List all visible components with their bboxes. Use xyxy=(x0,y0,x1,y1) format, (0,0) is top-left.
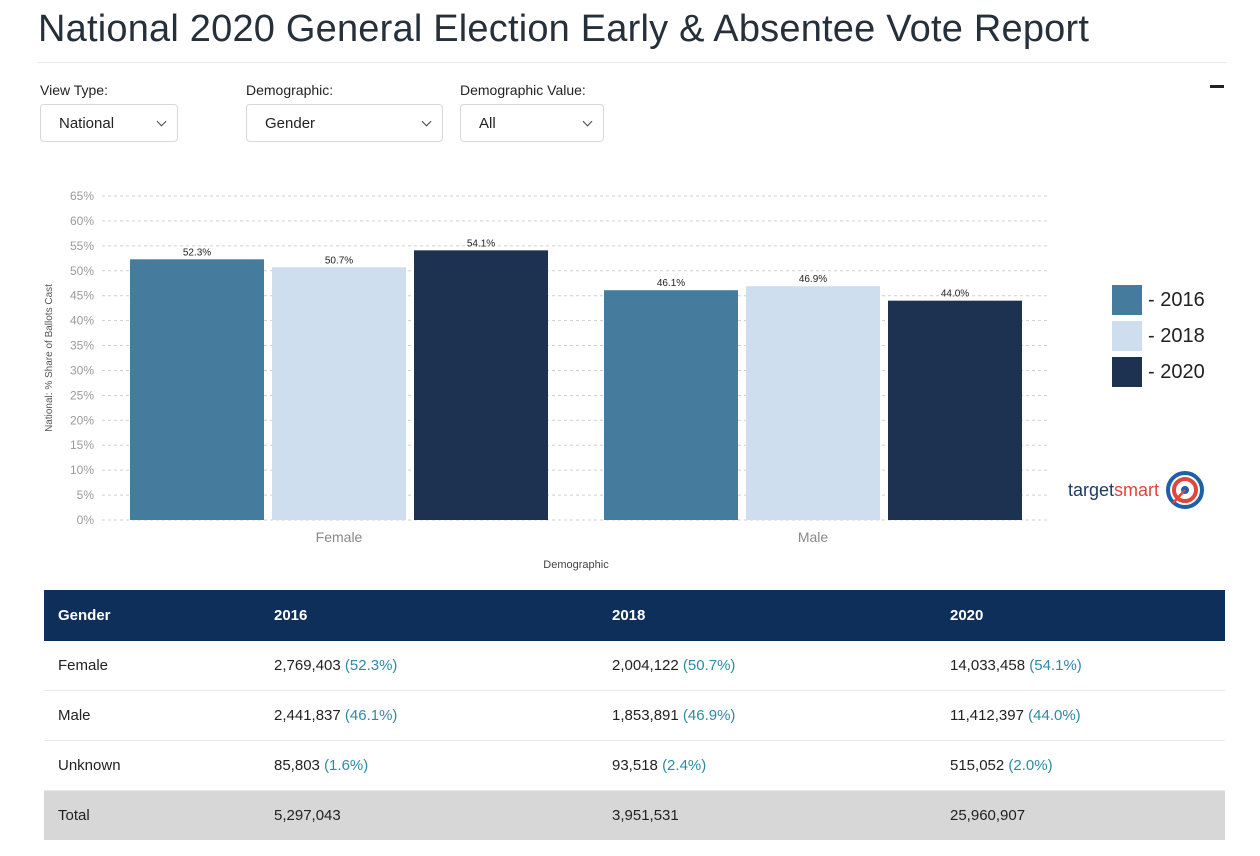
column-header[interactable]: Gender xyxy=(44,590,260,641)
table-cell: 85,803 (1.6%) xyxy=(260,741,598,791)
results-table: Gender 2016 2018 2020 Female 2,769,403 (… xyxy=(44,590,1225,840)
legend-swatch xyxy=(1112,285,1142,315)
demographic-label: Demographic: xyxy=(246,82,333,98)
demographic-value-select[interactable]: All xyxy=(460,104,604,142)
logo-text: targetsmart xyxy=(1068,480,1159,501)
y-tick-label: 25% xyxy=(70,388,94,402)
legend-label: - 2018 xyxy=(1148,325,1205,348)
table-row: Male 2,441,837 (46.1%) 1,853,891 (46.9%)… xyxy=(44,691,1225,741)
y-tick-label: 55% xyxy=(70,239,94,253)
legend-label: - 2016 xyxy=(1148,289,1205,312)
y-tick-label: 35% xyxy=(70,339,94,353)
table-row: Female 2,769,403 (52.3%) 2,004,122 (50.7… xyxy=(44,641,1225,691)
x-axis-title: Demographic xyxy=(543,559,609,571)
x-tick-label: Female xyxy=(316,529,363,545)
y-tick-label: 15% xyxy=(70,438,94,452)
x-tick-label: Male xyxy=(798,529,829,545)
y-tick-label: 10% xyxy=(70,463,94,477)
demographic-select[interactable]: Gender xyxy=(246,104,443,142)
demographic-value: Gender xyxy=(265,115,315,132)
bar-2020-female xyxy=(414,250,548,520)
y-tick-label: 30% xyxy=(70,363,94,377)
legend-item-2018[interactable]: - 2018 xyxy=(1112,318,1205,354)
row-label: Total xyxy=(44,791,260,841)
legend-label: - 2020 xyxy=(1148,361,1205,384)
targetsmart-logo: targetsmart xyxy=(1068,470,1205,510)
table-cell: 1,853,891 (46.9%) xyxy=(598,691,936,741)
bar-2016-male xyxy=(604,290,738,520)
table-cell: 14,033,458 (54.1%) xyxy=(936,641,1225,691)
view-type-select[interactable]: National xyxy=(40,104,178,142)
column-header[interactable]: 2016 xyxy=(260,590,598,641)
title-divider xyxy=(38,62,1226,63)
data-label: 54.1% xyxy=(467,238,495,249)
y-tick-label: 45% xyxy=(70,289,94,303)
table-cell: 2,769,403 (52.3%) xyxy=(260,641,598,691)
data-label: 46.1% xyxy=(657,278,685,289)
table-cell: 11,412,397 (44.0%) xyxy=(936,691,1225,741)
table-header-row: Gender 2016 2018 2020 xyxy=(44,590,1225,641)
demographic-value-label: Demographic Value: xyxy=(460,82,586,98)
column-header[interactable]: 2020 xyxy=(936,590,1225,641)
legend-item-2020[interactable]: - 2020 xyxy=(1112,354,1205,390)
collapse-icon[interactable] xyxy=(1210,78,1224,92)
column-header[interactable]: 2018 xyxy=(598,590,936,641)
chevron-down-icon xyxy=(157,117,167,127)
bar-chart: 0% 5% 10% 15% 20% 25% 30% 35% 40% 45% 50% 55% 60% 65%… xyxy=(0,180,1060,580)
y-tick-label: 5% xyxy=(77,488,95,502)
bar-2018-female xyxy=(272,267,406,520)
chevron-down-icon xyxy=(422,117,432,127)
table-row: Unknown 85,803 (1.6%) 93,518 (2.4%) 515,… xyxy=(44,741,1225,791)
demographic-value-value: All xyxy=(479,115,496,132)
target-icon xyxy=(1165,470,1205,510)
y-tick-label: 60% xyxy=(70,214,94,228)
chart-legend: - 2016 - 2018 - 2020 xyxy=(1112,282,1205,390)
table-cell: 93,518 (2.4%) xyxy=(598,741,936,791)
table-cell: 25,960,907 xyxy=(936,791,1225,841)
table-cell: 2,004,122 (50.7%) xyxy=(598,641,936,691)
y-tick-label: 50% xyxy=(70,264,94,278)
table-cell: 3,951,531 xyxy=(598,791,936,841)
y-tick-label: 65% xyxy=(70,189,94,203)
legend-swatch xyxy=(1112,321,1142,351)
y-tick-label: 40% xyxy=(70,314,94,328)
row-label: Female xyxy=(44,641,260,691)
table-total-row: Total 5,297,043 3,951,531 25,960,907 xyxy=(44,791,1225,841)
data-label: 50.7% xyxy=(325,255,353,266)
chevron-down-icon xyxy=(583,117,593,127)
bar-2016-female xyxy=(130,259,264,520)
legend-swatch xyxy=(1112,357,1142,387)
data-label: 52.3% xyxy=(183,247,211,258)
row-label: Unknown xyxy=(44,741,260,791)
view-type-value: National xyxy=(59,115,114,132)
table-cell: 515,052 (2.0%) xyxy=(936,741,1225,791)
page-title: National 2020 General Election Early & A… xyxy=(38,8,1089,51)
data-label: 44.0% xyxy=(941,289,969,300)
view-type-label: View Type: xyxy=(40,82,108,98)
table-cell: 2,441,837 (46.1%) xyxy=(260,691,598,741)
bar-2020-male xyxy=(888,301,1022,520)
y-axis-title: National: % Share of Ballots Cast xyxy=(44,284,55,432)
data-label: 46.9% xyxy=(799,274,827,285)
bar-2018-male xyxy=(746,286,880,520)
legend-item-2016[interactable]: - 2016 xyxy=(1112,282,1205,318)
y-tick-label: 20% xyxy=(70,413,94,427)
y-tick-label: 0% xyxy=(77,513,95,527)
row-label: Male xyxy=(44,691,260,741)
table-cell: 5,297,043 xyxy=(260,791,598,841)
